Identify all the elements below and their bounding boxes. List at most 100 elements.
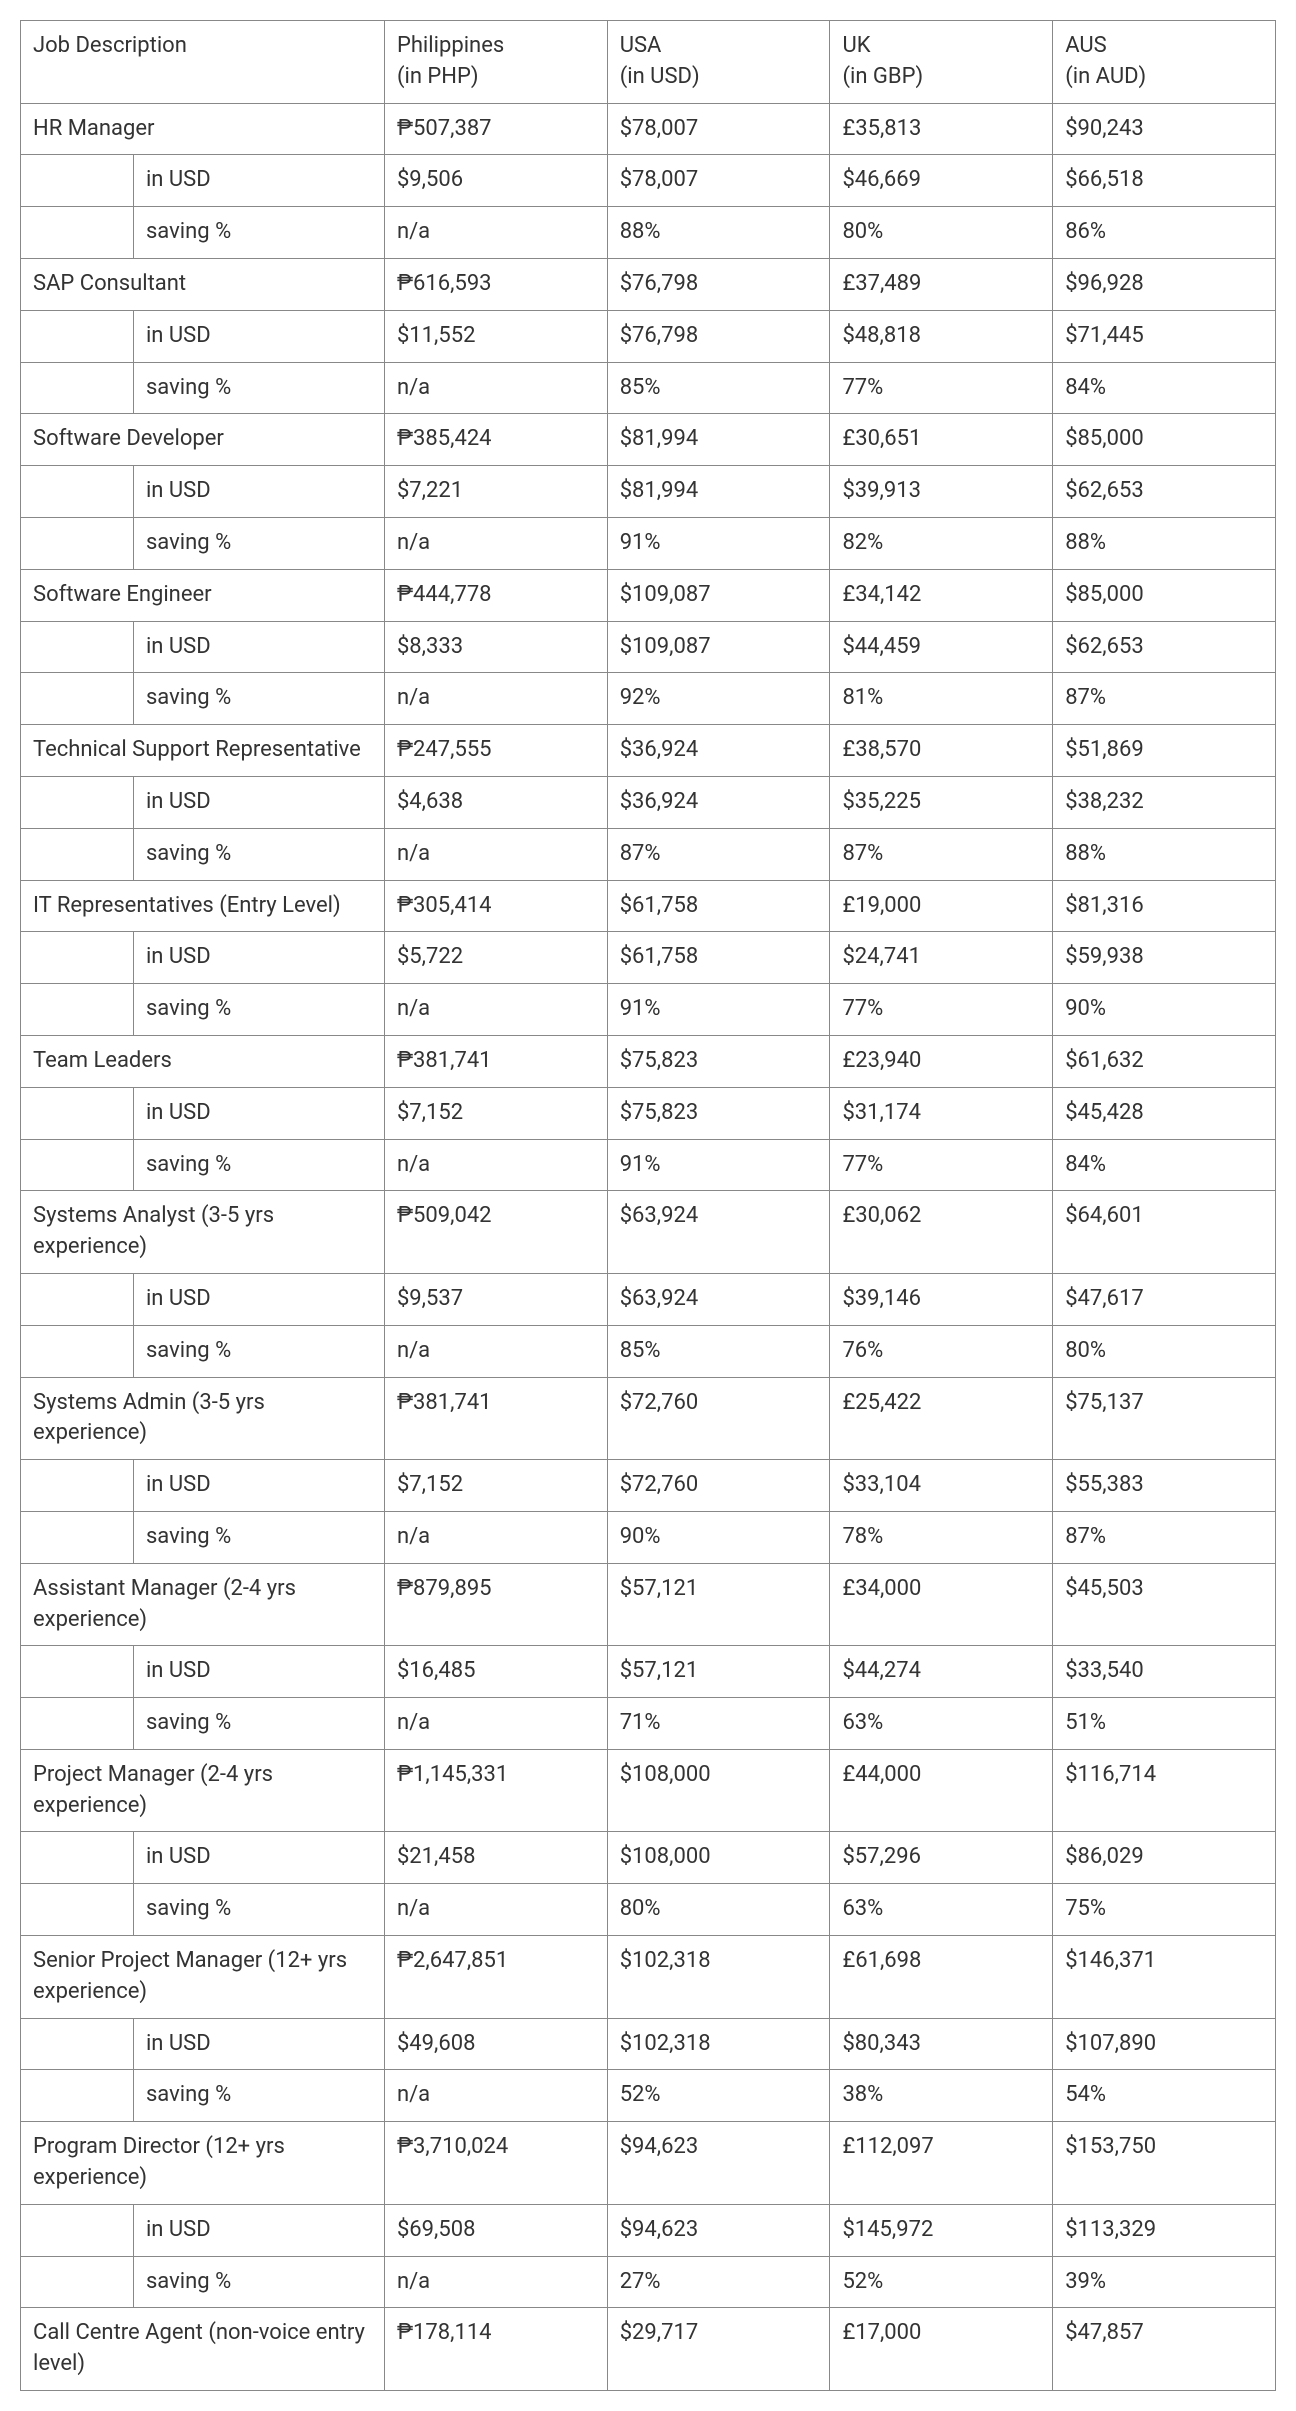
sublabel-saving-pct: saving %: [133, 984, 384, 1036]
job-usd-row: in USD$7,221$81,994$39,913$62,653: [21, 466, 1276, 518]
local-value-cell: ₱178,114: [384, 2308, 607, 2391]
local-value-cell: £37,489: [830, 258, 1053, 310]
job-usd-row: in USD$5,722$61,758$24,741$59,938: [21, 932, 1276, 984]
usd-value-cell: $108,000: [607, 1832, 830, 1884]
usd-value-cell: $5,722: [384, 932, 607, 984]
local-value-cell: $102,318: [607, 1936, 830, 2019]
local-value-cell: £34,000: [830, 1563, 1053, 1646]
indent-cell: [21, 1139, 134, 1191]
local-value-cell: $81,316: [1053, 880, 1276, 932]
job-title-row: Program Director (12+ yrs experience)₱3,…: [21, 2122, 1276, 2205]
job-saving-row: saving %n/a52%38%54%: [21, 2070, 1276, 2122]
usd-value-cell: $57,296: [830, 1832, 1053, 1884]
indent-cell: [21, 984, 134, 1036]
job-saving-row: saving %n/a91%82%88%: [21, 517, 1276, 569]
usd-value-cell: $145,972: [830, 2204, 1053, 2256]
usd-value-cell: $94,623: [607, 2204, 830, 2256]
job-title-cell: Team Leaders: [21, 1035, 385, 1087]
sublabel-in-usd: in USD: [133, 621, 384, 673]
saving-value-cell: 84%: [1053, 362, 1276, 414]
job-title-row: IT Representatives (Entry Level)₱305,414…: [21, 880, 1276, 932]
job-title-cell: Senior Project Manager (12+ yrs experien…: [21, 1936, 385, 2019]
job-usd-row: in USD$4,638$36,924$35,225$38,232: [21, 776, 1276, 828]
col-header-uk: UK (in GBP): [830, 21, 1053, 104]
local-value-cell: $85,000: [1053, 414, 1276, 466]
local-value-cell: ₱3,710,024: [384, 2122, 607, 2205]
saving-value-cell: 80%: [830, 207, 1053, 259]
job-title-cell: Systems Admin (3-5 yrs experience): [21, 1377, 385, 1460]
usd-value-cell: $33,104: [830, 1460, 1053, 1512]
saving-value-cell: 78%: [830, 1511, 1053, 1563]
usd-value-cell: $113,329: [1053, 2204, 1276, 2256]
sublabel-in-usd: in USD: [133, 1087, 384, 1139]
saving-value-cell: 85%: [607, 1325, 830, 1377]
saving-value-cell: 92%: [607, 673, 830, 725]
saving-value-cell: n/a: [384, 1511, 607, 1563]
indent-cell: [21, 310, 134, 362]
job-title-row: Assistant Manager (2-4 yrs experience)₱8…: [21, 1563, 1276, 1646]
usd-value-cell: $9,506: [384, 155, 607, 207]
saving-value-cell: 84%: [1053, 1139, 1276, 1191]
usd-value-cell: $8,333: [384, 621, 607, 673]
sublabel-in-usd: in USD: [133, 2204, 384, 2256]
usd-value-cell: $45,428: [1053, 1087, 1276, 1139]
job-usd-row: in USD$69,508$94,623$145,972$113,329: [21, 2204, 1276, 2256]
job-title-cell: Software Engineer: [21, 569, 385, 621]
usd-value-cell: $7,152: [384, 1087, 607, 1139]
job-title-row: Technical Support Representative₱247,555…: [21, 725, 1276, 777]
job-saving-row: saving %n/a27%52%39%: [21, 2256, 1276, 2308]
local-value-cell: $81,994: [607, 414, 830, 466]
local-value-cell: $94,623: [607, 2122, 830, 2205]
col-header-subtext: (in PHP): [397, 64, 479, 89]
saving-value-cell: 88%: [1053, 828, 1276, 880]
saving-value-cell: 77%: [830, 1139, 1053, 1191]
saving-value-cell: n/a: [384, 2070, 607, 2122]
usd-value-cell: $63,924: [607, 1273, 830, 1325]
sublabel-in-usd: in USD: [133, 2018, 384, 2070]
local-value-cell: ₱381,741: [384, 1377, 607, 1460]
saving-value-cell: 87%: [830, 828, 1053, 880]
sublabel-in-usd: in USD: [133, 932, 384, 984]
saving-value-cell: 90%: [607, 1511, 830, 1563]
local-value-cell: $61,758: [607, 880, 830, 932]
usd-value-cell: $76,798: [607, 310, 830, 362]
local-value-cell: ₱385,424: [384, 414, 607, 466]
local-value-cell: $76,798: [607, 258, 830, 310]
col-header-philippines: Philippines (in PHP): [384, 21, 607, 104]
local-value-cell: $72,760: [607, 1377, 830, 1460]
usd-value-cell: $9,537: [384, 1273, 607, 1325]
job-title-cell: Technical Support Representative: [21, 725, 385, 777]
saving-value-cell: 77%: [830, 362, 1053, 414]
local-value-cell: £30,651: [830, 414, 1053, 466]
col-header-aus: AUS (in AUD): [1053, 21, 1276, 104]
job-saving-row: saving %n/a85%77%84%: [21, 362, 1276, 414]
indent-cell: [21, 932, 134, 984]
saving-value-cell: 88%: [607, 207, 830, 259]
saving-value-cell: 80%: [1053, 1325, 1276, 1377]
usd-value-cell: $81,994: [607, 466, 830, 518]
indent-cell: [21, 362, 134, 414]
saving-value-cell: 75%: [1053, 1884, 1276, 1936]
local-value-cell: £44,000: [830, 1749, 1053, 1832]
job-title-row: HR Manager₱507,387$78,007£35,813$90,243: [21, 103, 1276, 155]
saving-value-cell: n/a: [384, 1698, 607, 1750]
saving-value-cell: 81%: [830, 673, 1053, 725]
col-header-usa: USA (in USD): [607, 21, 830, 104]
usd-value-cell: $55,383: [1053, 1460, 1276, 1512]
usd-value-cell: $75,823: [607, 1087, 830, 1139]
usd-value-cell: $59,938: [1053, 932, 1276, 984]
indent-cell: [21, 621, 134, 673]
saving-value-cell: 90%: [1053, 984, 1276, 1036]
local-value-cell: $29,717: [607, 2308, 830, 2391]
saving-value-cell: 82%: [830, 517, 1053, 569]
usd-value-cell: $44,274: [830, 1646, 1053, 1698]
job-title-row: Software Developer₱385,424$81,994£30,651…: [21, 414, 1276, 466]
saving-value-cell: 54%: [1053, 2070, 1276, 2122]
col-header-text: AUS: [1065, 33, 1107, 58]
sublabel-in-usd: in USD: [133, 466, 384, 518]
local-value-cell: $36,924: [607, 725, 830, 777]
local-value-cell: $109,087: [607, 569, 830, 621]
saving-value-cell: 38%: [830, 2070, 1053, 2122]
sublabel-saving-pct: saving %: [133, 207, 384, 259]
saving-value-cell: 27%: [607, 2256, 830, 2308]
